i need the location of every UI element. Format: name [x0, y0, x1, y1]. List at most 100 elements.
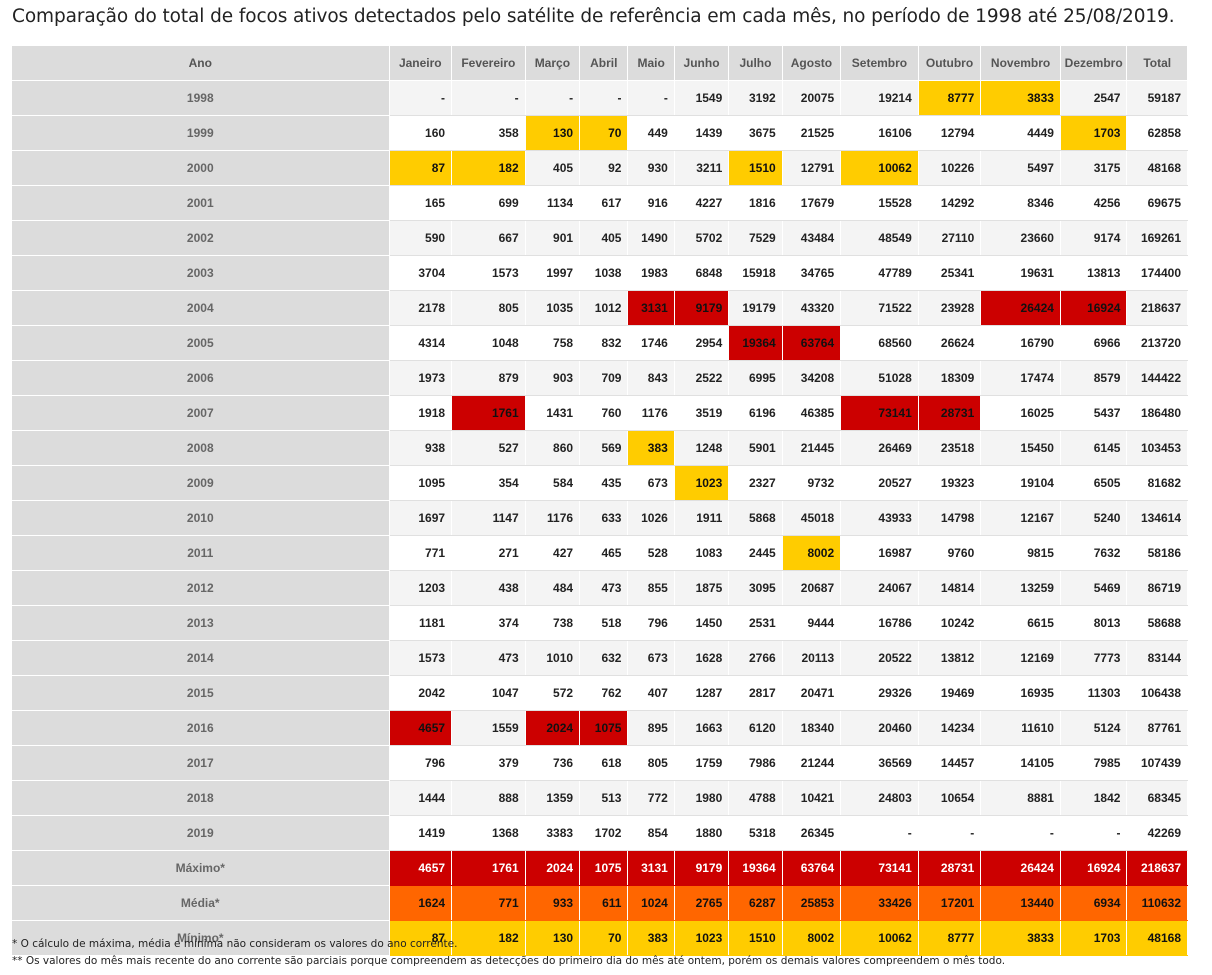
- column-header-month: Abril: [579, 46, 629, 81]
- month-value-cell: 758: [525, 325, 581, 361]
- month-value-cell: 1038: [579, 255, 629, 291]
- summary-value-cell: 130: [525, 920, 581, 956]
- month-value-cell: 3704: [389, 255, 453, 291]
- month-value-cell: 1918: [389, 395, 453, 431]
- month-value-cell: 528: [627, 535, 675, 571]
- month-value-cell: 6966: [1060, 325, 1128, 361]
- table-row: 2000 87 182 405 92 930 3211 1510 12791 10062 10226…: [12, 150, 1188, 186]
- summary-value-cell: 48168: [1126, 920, 1188, 956]
- min-highlight-cell: 10062: [840, 150, 919, 186]
- summary-value-cell: 383: [627, 920, 675, 956]
- month-value-cell: 1035: [525, 290, 581, 326]
- month-value-cell: 4788: [728, 780, 783, 816]
- year-cell: 2007: [12, 395, 390, 431]
- max-highlight-cell: 4657: [389, 710, 453, 746]
- month-value-cell: 1431: [525, 395, 581, 431]
- month-value-cell: 8013: [1060, 605, 1128, 641]
- month-value-cell: 3675: [728, 115, 783, 151]
- year-cell: 2012: [12, 570, 390, 606]
- month-value-cell: 9760: [918, 535, 982, 571]
- month-value-cell: 3095: [728, 570, 783, 606]
- total-cell: 218637: [1126, 290, 1188, 326]
- month-value-cell: 29326: [840, 675, 919, 711]
- summary-value-cell: 1023: [674, 920, 730, 956]
- month-value-cell: 379: [451, 745, 526, 781]
- month-value-cell: 513: [579, 780, 629, 816]
- month-value-cell: 5901: [728, 430, 783, 466]
- month-value-cell: 12169: [980, 640, 1061, 676]
- month-value-cell: 2327: [728, 465, 783, 501]
- column-header-month: Julho: [728, 46, 783, 81]
- month-value-cell: 26469: [840, 430, 919, 466]
- max-highlight-cell: 26424: [980, 290, 1061, 326]
- month-value-cell: 1573: [451, 255, 526, 291]
- table-row: 2012 1203 438 484 473 855 1875 3095 20687 24067 14…: [12, 570, 1188, 606]
- year-cell: 2005: [12, 325, 390, 361]
- month-value-cell: 13259: [980, 570, 1061, 606]
- year-cell: 2016: [12, 710, 390, 746]
- month-value-cell: 1134: [525, 185, 581, 221]
- month-value-cell: 1147: [451, 500, 526, 536]
- footnotes: * O cálculo de máxima, média e mínima nã…: [12, 936, 1005, 970]
- min-highlight-cell: 87: [389, 150, 453, 186]
- month-value-cell: 673: [627, 640, 675, 676]
- month-value-cell: 6995: [728, 360, 783, 396]
- min-highlight-cell: 383: [627, 430, 675, 466]
- month-value-cell: 68560: [840, 325, 919, 361]
- fire-comparison-table: Ano Janeiro Fevereiro Março Abril Maio Junho Ju…: [12, 46, 1188, 956]
- month-value-cell: 14234: [918, 710, 982, 746]
- month-value-cell: 584: [525, 465, 581, 501]
- month-value-cell: -: [980, 815, 1061, 851]
- header-row: Ano Janeiro Fevereiro Março Abril Maio Junho Ju…: [12, 46, 1188, 81]
- year-cell: 2014: [12, 640, 390, 676]
- month-value-cell: 7773: [1060, 640, 1128, 676]
- summary-value-cell: 87: [389, 920, 453, 956]
- month-value-cell: 1983: [627, 255, 675, 291]
- month-value-cell: 709: [579, 360, 629, 396]
- month-value-cell: 12794: [918, 115, 982, 151]
- month-value-cell: 5868: [728, 500, 783, 536]
- month-value-cell: 832: [579, 325, 629, 361]
- summary-value-cell: 6287: [728, 885, 783, 921]
- min-highlight-cell: 3833: [980, 80, 1061, 116]
- month-value-cell: 19179: [728, 290, 783, 326]
- month-value-cell: 3211: [674, 150, 730, 186]
- month-value-cell: 1176: [627, 395, 675, 431]
- total-cell: 59187: [1126, 80, 1188, 116]
- month-value-cell: 667: [451, 220, 526, 256]
- month-value-cell: 8346: [980, 185, 1061, 221]
- total-cell: 106438: [1126, 675, 1188, 711]
- month-value-cell: 11303: [1060, 675, 1128, 711]
- summary-value-cell: 19364: [728, 850, 783, 886]
- month-value-cell: 1439: [674, 115, 730, 151]
- column-header-month: Agosto: [782, 46, 842, 81]
- month-value-cell: 1450: [674, 605, 730, 641]
- month-value-cell: 15918: [728, 255, 783, 291]
- month-value-cell: 6145: [1060, 430, 1128, 466]
- month-value-cell: 6196: [728, 395, 783, 431]
- month-value-cell: 590: [389, 220, 453, 256]
- month-value-cell: 20460: [840, 710, 919, 746]
- month-value-cell: 1083: [674, 535, 730, 571]
- month-value-cell: 13813: [1060, 255, 1128, 291]
- total-cell: 87761: [1126, 710, 1188, 746]
- summary-value-cell: 10062: [840, 920, 919, 956]
- column-header-month: Outubro: [918, 46, 982, 81]
- month-value-cell: 20687: [782, 570, 842, 606]
- month-value-cell: 5437: [1060, 395, 1128, 431]
- month-value-cell: 879: [451, 360, 526, 396]
- summary-value-cell: 2024: [525, 850, 581, 886]
- column-header-month: Setembro: [840, 46, 919, 81]
- table-row: 2005 4314 1048 758 832 1746 2954 19364 63764 6856…: [12, 325, 1188, 361]
- month-value-cell: 8881: [980, 780, 1061, 816]
- month-value-cell: 632: [579, 640, 629, 676]
- month-value-cell: 14292: [918, 185, 982, 221]
- month-value-cell: 5240: [1060, 500, 1128, 536]
- column-header-month: Março: [525, 46, 581, 81]
- total-cell: 86719: [1126, 570, 1188, 606]
- total-cell: 48168: [1126, 150, 1188, 186]
- month-value-cell: 18309: [918, 360, 982, 396]
- summary-row-avg: Média* 1624 771 933 611 1024 2765 6287 25853 3342…: [12, 885, 1188, 921]
- month-value-cell: 10226: [918, 150, 982, 186]
- summary-value-cell: 63764: [782, 850, 842, 886]
